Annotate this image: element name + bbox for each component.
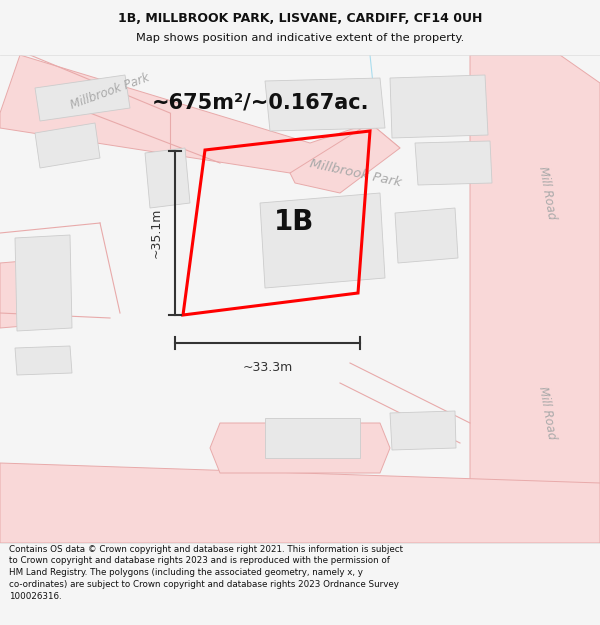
Text: Contains OS data © Crown copyright and database right 2021. This information is : Contains OS data © Crown copyright and d…: [9, 544, 403, 601]
Polygon shape: [265, 418, 360, 458]
Polygon shape: [390, 411, 456, 450]
Text: Millbrook Park: Millbrook Park: [308, 157, 402, 189]
Polygon shape: [415, 141, 492, 185]
Polygon shape: [15, 235, 72, 331]
Polygon shape: [470, 55, 600, 543]
Polygon shape: [0, 463, 600, 543]
Text: 1B: 1B: [274, 208, 314, 236]
Polygon shape: [145, 148, 190, 208]
Polygon shape: [395, 208, 458, 263]
Polygon shape: [0, 55, 400, 173]
Text: Map shows position and indicative extent of the property.: Map shows position and indicative extent…: [136, 33, 464, 43]
Polygon shape: [15, 346, 72, 375]
Polygon shape: [35, 75, 130, 121]
Polygon shape: [290, 123, 400, 193]
Text: Mill Road: Mill Road: [536, 386, 558, 441]
Polygon shape: [0, 258, 60, 328]
Text: 1B, MILLBROOK PARK, LISVANE, CARDIFF, CF14 0UH: 1B, MILLBROOK PARK, LISVANE, CARDIFF, CF…: [118, 12, 482, 25]
Polygon shape: [265, 78, 385, 131]
Polygon shape: [260, 193, 385, 288]
Text: ~675m²/~0.167ac.: ~675m²/~0.167ac.: [151, 93, 369, 113]
Polygon shape: [210, 423, 390, 473]
Text: ~33.3m: ~33.3m: [242, 361, 293, 374]
Text: Mill Road: Mill Road: [536, 166, 558, 221]
Text: ~35.1m: ~35.1m: [150, 208, 163, 258]
Polygon shape: [35, 123, 100, 168]
Polygon shape: [390, 75, 488, 138]
Text: Millbrook Park: Millbrook Park: [68, 71, 151, 111]
